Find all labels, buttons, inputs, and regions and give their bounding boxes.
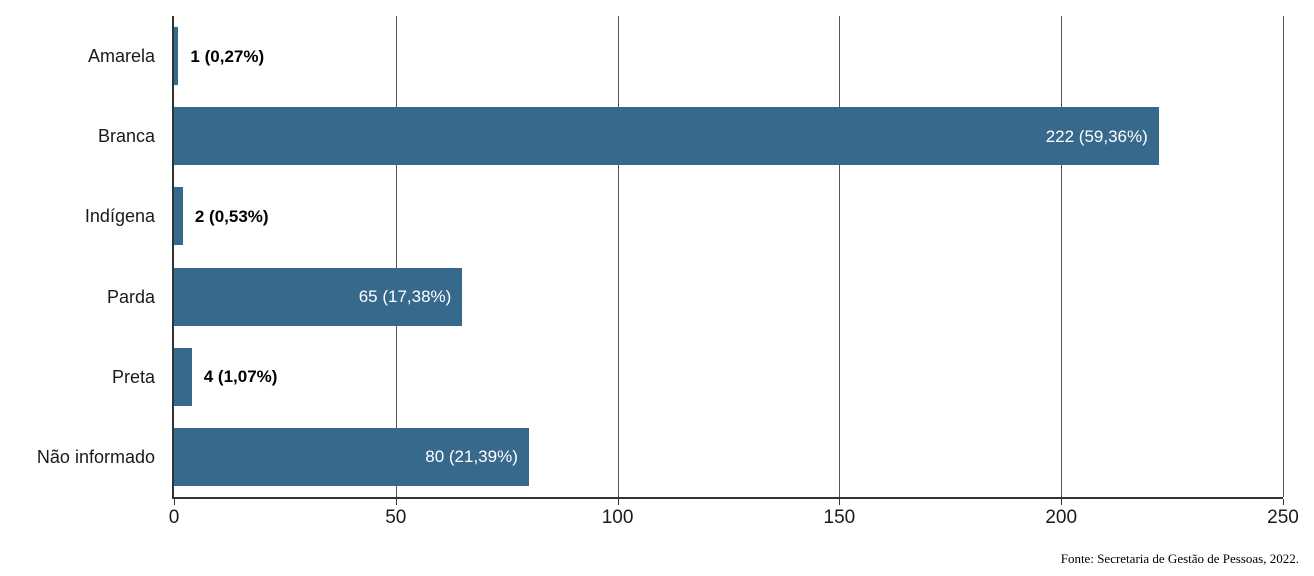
axis-tick [839,499,841,505]
bar: 4 (1,07%) [174,347,277,406]
source-note: Fonte: Secretaria de Gestão de Pessoas, … [1060,551,1299,566]
bar-value-label: 4 (1,07%) [203,367,278,387]
category-label: Indígena [84,206,155,227]
category-label: Não informado [36,446,155,467]
axis-tick [1283,499,1284,505]
bar-value-label: 222 (59,36%) [1045,126,1148,146]
bar-value-label: 2 (0,53%) [194,206,269,226]
gridline-200 [1061,16,1063,497]
axis-tick [395,499,397,505]
axis-tick [1061,499,1063,505]
bar-value-label: 65 (17,38%) [358,287,452,307]
gridline-150 [839,16,841,497]
gridline-50 [395,16,397,497]
bar-row: Amarela 1 (0,27%) [88,16,1283,96]
x-axis-tick-label: 50 [385,507,407,528]
x-axis-tick-label: 250 [1267,507,1299,528]
bar-row: Branca 222 (59,36%) [98,96,1283,176]
x-axis-tick-label: 100 [601,507,634,528]
category-label: Preta [111,366,155,387]
bar-row: Preta 4 (1,07%) [112,337,1283,417]
x-axis-tick-label: 150 [823,507,856,528]
category-label: Parda [106,286,155,307]
axis-tick [174,499,175,505]
x-axis-tick-label: 0 [168,507,180,528]
bar: 80 (21,39%) [174,427,529,486]
gridline-100 [617,16,619,497]
bar-value-label: 80 (21,39%) [425,447,518,467]
bar: 222 (59,36%) [174,107,1159,166]
plot-area: Amarela 1 (0,27%) Branca 222 (59,36%) In… [37,16,1299,527]
category-label: Amarela [87,46,155,67]
x-axis-tick-label: 200 [1045,507,1078,528]
bar-row: Parda 65 (17,38%) [107,257,1283,337]
bar: 1 (0,27%) [174,27,264,86]
bar: 2 (0,53%) [174,187,269,246]
gridline-250 [1283,16,1284,497]
bar-rows: Amarela 1 (0,27%) Branca 222 (59,36%) In… [37,16,1283,497]
bar: 65 (17,38%) [174,267,463,326]
bar-value-label: 1 (0,27%) [190,46,265,66]
category-label: Branca [97,126,155,147]
axis-tick [617,499,619,505]
bar-row: Indígena 2 (0,53%) [85,176,1283,256]
bar-row: Não informado 80 (21,39%) [37,417,1283,497]
